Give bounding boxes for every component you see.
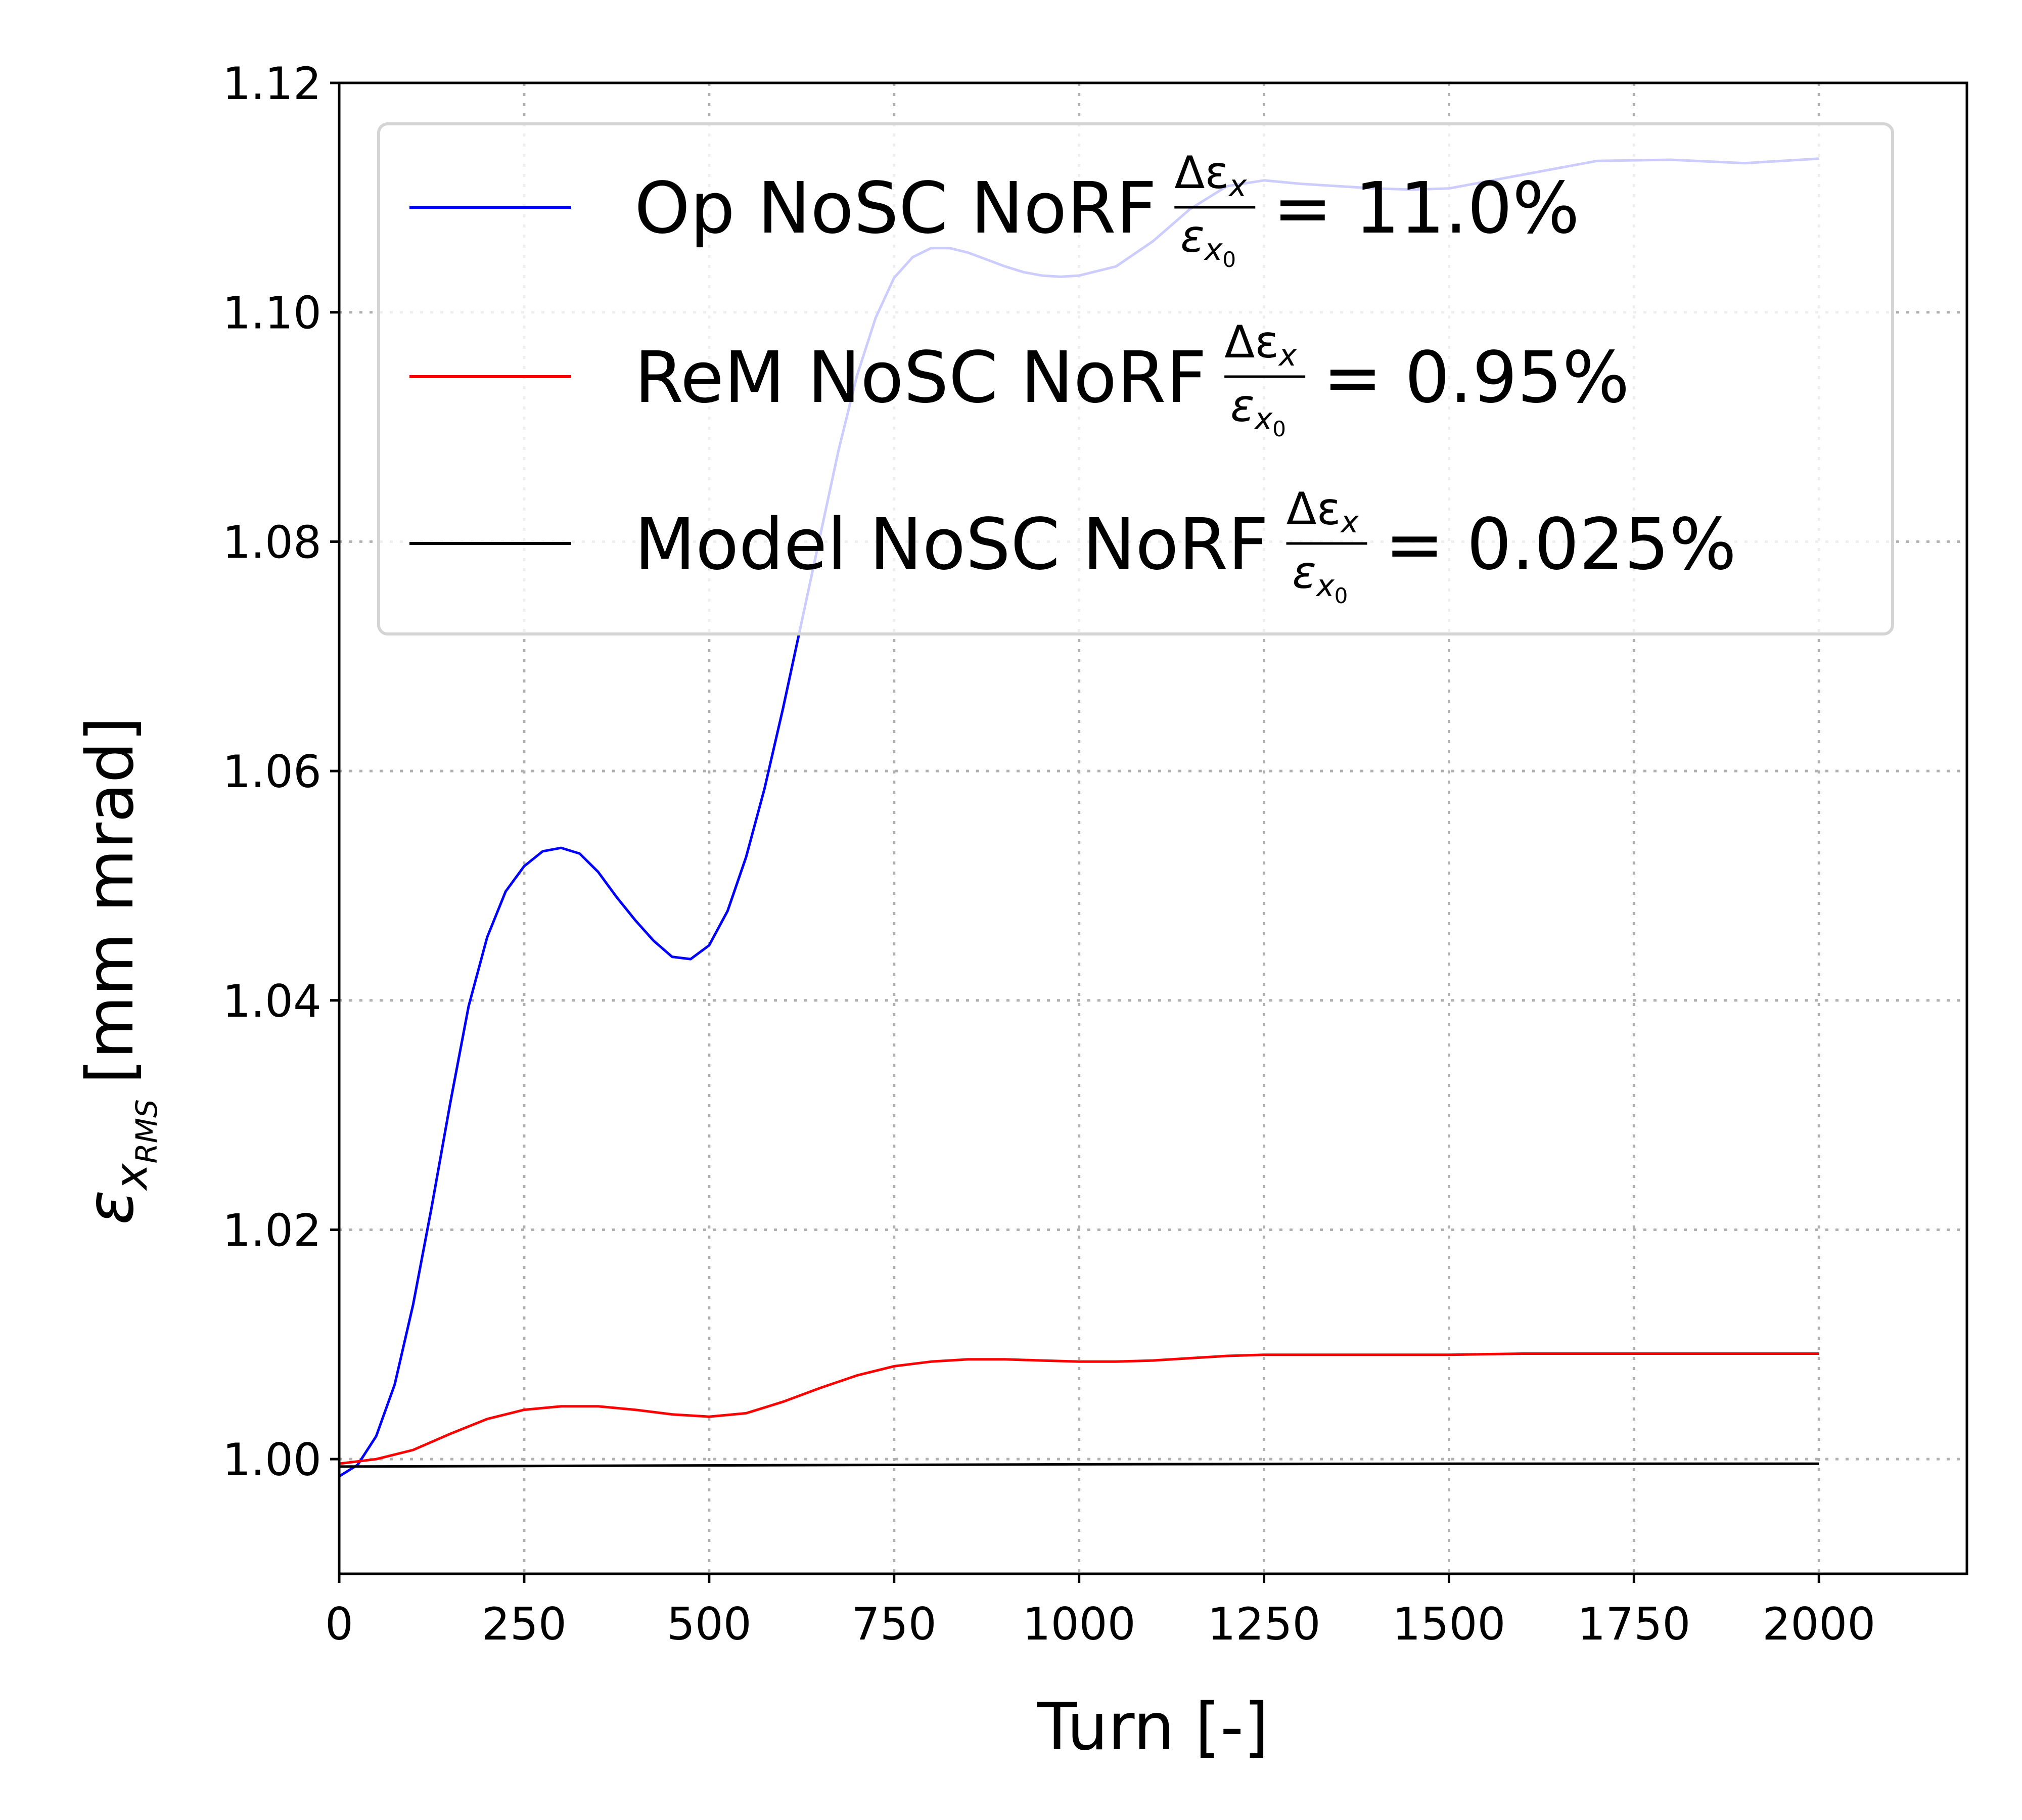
x-tick-label: 250 bbox=[482, 1598, 567, 1650]
y-tick-label: 1.04 bbox=[222, 975, 321, 1027]
legend-value-2: = 0.95% bbox=[1323, 337, 1630, 419]
x-tick-label: 1000 bbox=[1023, 1598, 1136, 1650]
legend-label-1: Op NoSC NoRF bbox=[634, 167, 1157, 250]
y-axis-label-subscript: x bbox=[105, 1163, 157, 1192]
legend-value-1: = 11.0% bbox=[1273, 167, 1580, 250]
y-tick-label: 1.00 bbox=[222, 1434, 321, 1486]
x-tick-label: 1500 bbox=[1392, 1598, 1505, 1650]
legend-label-3: Model NoSC NoRF bbox=[634, 504, 1269, 586]
y-axis-label-subsubscript: RMS bbox=[129, 1099, 164, 1163]
plot-frame bbox=[338, 81, 1968, 1575]
x-tick-label: 0 bbox=[325, 1598, 353, 1650]
series-line-2 bbox=[339, 1352, 1819, 1465]
y-tick-label: 1.08 bbox=[222, 516, 321, 568]
x-tick-label: 500 bbox=[667, 1598, 752, 1650]
series-line-3 bbox=[339, 1462, 1819, 1468]
y-axis-label: εxRMS [mm mrad] bbox=[73, 716, 164, 1224]
y-axis-label-unit: [mm mrad] bbox=[73, 716, 148, 1084]
legend-label-2: ReM NoSC NoRF bbox=[634, 337, 1207, 419]
legend-box bbox=[377, 122, 1894, 635]
x-tick-label: 1750 bbox=[1577, 1598, 1690, 1650]
x-axis-label: Turn [-] bbox=[1037, 1690, 1269, 1765]
axis-ticks: 0 250 500 750 1000 1250 1500 1750 2000 1.00 1.02 1.… bbox=[222, 58, 1875, 1650]
y-tick-label: 1.02 bbox=[222, 1204, 321, 1256]
y-tick-label: 1.06 bbox=[222, 746, 321, 798]
y-axis-label-symbol: ε bbox=[73, 1190, 148, 1225]
x-tick-label: 2000 bbox=[1762, 1598, 1875, 1650]
legend-value-3: = 0.025% bbox=[1385, 504, 1737, 586]
svg-text:εxRMS[mm mrad]: εxRMS [mm mrad] bbox=[73, 716, 164, 1224]
x-tick-label: 750 bbox=[852, 1598, 937, 1650]
y-tick-label: 1.12 bbox=[222, 58, 321, 110]
y-tick-label: 1.10 bbox=[222, 287, 321, 339]
x-tick-label: 1250 bbox=[1208, 1598, 1321, 1650]
